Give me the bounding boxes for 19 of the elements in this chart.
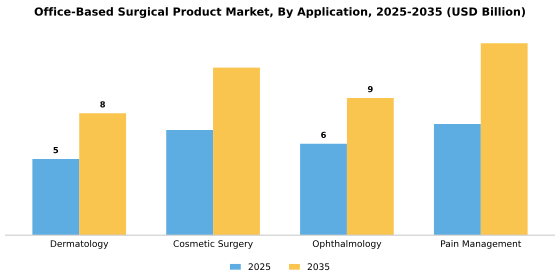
x-tick-label: Cosmetic Surgery xyxy=(174,240,253,249)
data-label: 6 xyxy=(321,132,326,138)
bar xyxy=(434,124,481,236)
data-label: 8 xyxy=(100,101,106,108)
chart-title: Office-Based Surgical Product Market, By Application, 2025-2035 (USD Billion) xyxy=(34,7,525,18)
bar xyxy=(300,144,347,236)
bar xyxy=(32,159,80,236)
bar xyxy=(213,68,260,236)
data-label: 9 xyxy=(368,86,373,92)
bar xyxy=(480,43,528,236)
legend-label: 2035 xyxy=(308,263,330,270)
x-tick-label: Ophthalmology xyxy=(312,240,382,249)
bar xyxy=(166,130,214,236)
x-tick-label: Pain Management xyxy=(441,240,522,249)
bar xyxy=(79,113,126,236)
x-tick-label: Dermatology xyxy=(50,240,108,249)
data-label: 5 xyxy=(54,147,58,154)
legend-label: 2025 xyxy=(248,263,270,270)
bar xyxy=(346,98,394,236)
